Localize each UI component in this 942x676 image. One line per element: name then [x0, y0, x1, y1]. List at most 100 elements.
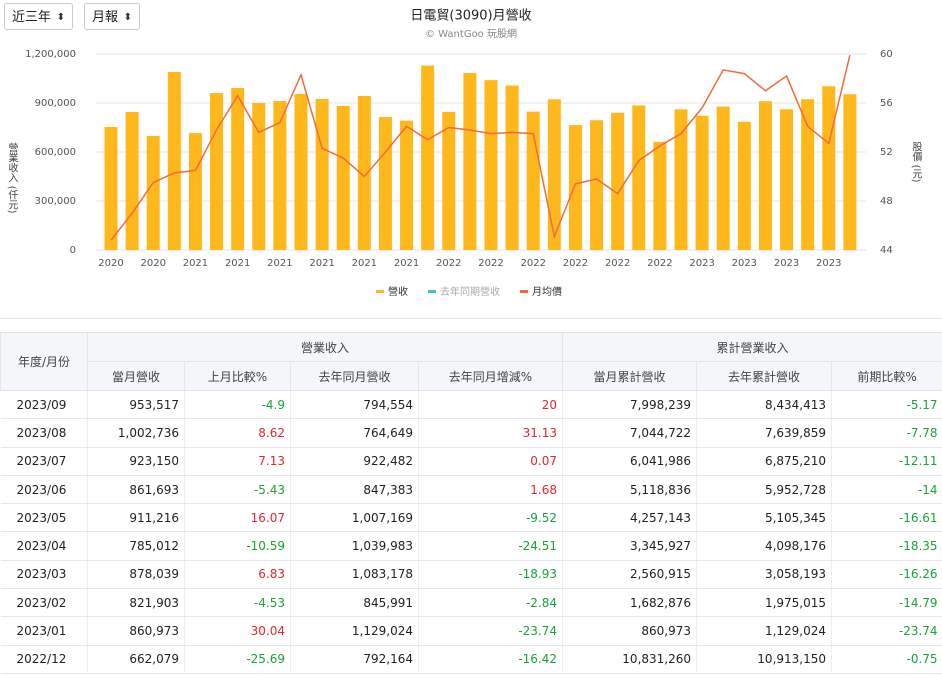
value-cell: -9.52 — [417, 503, 563, 533]
bar — [167, 71, 181, 250]
chart-title: 日電貿(3090)月營收 — [410, 9, 531, 24]
x-tick-label: 2022 — [563, 258, 588, 269]
value-cell: 847,383 — [290, 475, 419, 505]
value-cell: 8,434,413 — [696, 390, 832, 420]
value-cell: 16.07 — [184, 503, 291, 533]
value-cell: 1,975,015 — [696, 588, 832, 618]
value-cell: 0.07 — [417, 447, 563, 476]
x-tick-label: 2023 — [816, 258, 841, 269]
bar — [505, 85, 519, 250]
period-cell: 2023/06 — [0, 475, 88, 505]
value-cell: 794,554 — [290, 390, 419, 420]
y-tick-label: 1,200,000 — [25, 49, 76, 60]
table-row: 2023/05 911,216 16.07 1,007,169 -9.52 4,257,1… — [0, 503, 942, 533]
group-header: 營業收入 — [86, 332, 564, 362]
legend-swatch — [520, 290, 528, 293]
x-tick-label: 2022 — [436, 258, 461, 269]
bar — [146, 135, 160, 250]
y-tick-label: 0 — [70, 245, 76, 256]
table-row: 2023/04 785,012 -10.59 1,039,983 -24.51 3,345… — [0, 531, 942, 561]
bar — [653, 141, 667, 250]
value-cell: 922,482 — [290, 447, 419, 476]
bar — [231, 87, 245, 251]
legend-label[interactable]: 營收 — [388, 285, 408, 298]
bar — [822, 86, 836, 250]
group-header: 累計營業收入 — [562, 332, 942, 362]
y2-tick-label: 44 — [880, 245, 893, 256]
range-select[interactable]: 近三年 — [4, 3, 73, 31]
value-cell: -18.35 — [831, 531, 942, 561]
value-cell: 861,693 — [87, 475, 185, 505]
bar — [442, 111, 456, 250]
bar — [568, 125, 582, 250]
period-cell: 2023/03 — [0, 560, 88, 590]
value-cell: 6,041,986 — [562, 447, 697, 476]
table-row: 2023/02 821,903 -4.53 845,991 -2.84 1,682,876… — [0, 588, 942, 618]
value-cell: 10,831,260 — [562, 645, 697, 674]
value-cell: 860,973 — [87, 616, 185, 646]
value-cell: -14 — [831, 475, 942, 505]
y-axis-title: 營業收入 (仟元) — [6, 141, 18, 213]
value-cell: -7.78 — [831, 418, 942, 448]
period-cell: 2023/05 — [0, 503, 88, 533]
period-cell: 2023/08 — [0, 418, 88, 448]
value-cell: 1,039,983 — [290, 531, 419, 561]
value-cell: -10.59 — [184, 531, 291, 561]
value-cell: 1,007,169 — [290, 503, 419, 533]
value-cell: 6,875,210 — [696, 447, 832, 476]
bar — [294, 94, 308, 251]
bar — [463, 73, 477, 250]
value-cell: 860,973 — [562, 616, 697, 646]
revenue-table: 年度/月份 營業收入 累計營業收入 當月營收 上月比較% 去年同月營收 去年同月增減%… — [0, 332, 942, 674]
value-cell: 1,682,876 — [562, 588, 697, 618]
value-cell: 4,098,176 — [696, 531, 832, 561]
value-cell: 5,952,728 — [696, 475, 832, 505]
x-tick-label: 2020 — [98, 258, 123, 269]
period-cell: 2022/12 — [0, 645, 88, 674]
value-cell: 4,257,143 — [562, 503, 697, 533]
y2-axis-title: 股價 (元) — [910, 141, 922, 182]
value-cell: -14.79 — [831, 588, 942, 618]
bar — [484, 80, 498, 250]
bar — [590, 120, 604, 251]
value-cell: 1,002,736 — [87, 418, 185, 448]
legend-swatch — [428, 290, 436, 293]
value-cell: -23.74 — [831, 616, 942, 646]
value-cell: 5,105,345 — [696, 503, 832, 533]
x-tick-label: 2022 — [520, 258, 545, 269]
table-row: 2023/01 860,973 30.04 1,129,024 -23.74 860,97… — [0, 616, 942, 646]
value-cell: -16.61 — [831, 503, 942, 533]
column-header: 去年同月營收 — [290, 361, 419, 391]
bar — [188, 133, 202, 250]
bar — [611, 112, 625, 250]
value-cell: 6.83 — [184, 560, 291, 590]
x-tick-label: 2023 — [732, 258, 757, 269]
y-tick-label: 600,000 — [35, 147, 76, 158]
value-cell: 30.04 — [184, 616, 291, 646]
bar — [273, 101, 287, 250]
period-cell: 2023/07 — [0, 447, 88, 476]
legend-label[interactable]: 月均價 — [532, 285, 562, 298]
table-row: 2023/09 953,517 -4.9 794,554 20 7,998,239 8,43… — [0, 390, 942, 420]
column-header: 上月比較% — [184, 361, 291, 391]
x-tick-label: 2021 — [394, 258, 419, 269]
bar — [632, 105, 646, 250]
value-cell: 953,517 — [87, 390, 185, 420]
chart: 日電貿(3090)月營收 © WantGoo 玩股網 營業收入 (仟元) 股價 … — [6, 9, 922, 299]
bar — [780, 109, 794, 251]
value-cell: -24.51 — [417, 531, 563, 561]
period-select[interactable]: 月報 — [84, 3, 140, 31]
header: 年度/月份 — [0, 332, 88, 391]
x-tick-label: 2021 — [267, 258, 292, 269]
bar — [125, 111, 139, 250]
value-cell: 2,560,915 — [562, 560, 697, 590]
value-cell: 3,345,927 — [562, 531, 697, 561]
y2-tick-label: 60 — [880, 49, 893, 60]
bar — [336, 105, 350, 250]
column-header: 當月累計營收 — [562, 361, 698, 391]
value-cell: -4.53 — [184, 588, 291, 618]
legend-label[interactable]: 去年同期營收 — [440, 285, 500, 298]
value-cell: 7.13 — [184, 447, 291, 476]
column-header: 前期比較% — [831, 361, 942, 391]
value-cell: 7,639,859 — [696, 418, 832, 448]
